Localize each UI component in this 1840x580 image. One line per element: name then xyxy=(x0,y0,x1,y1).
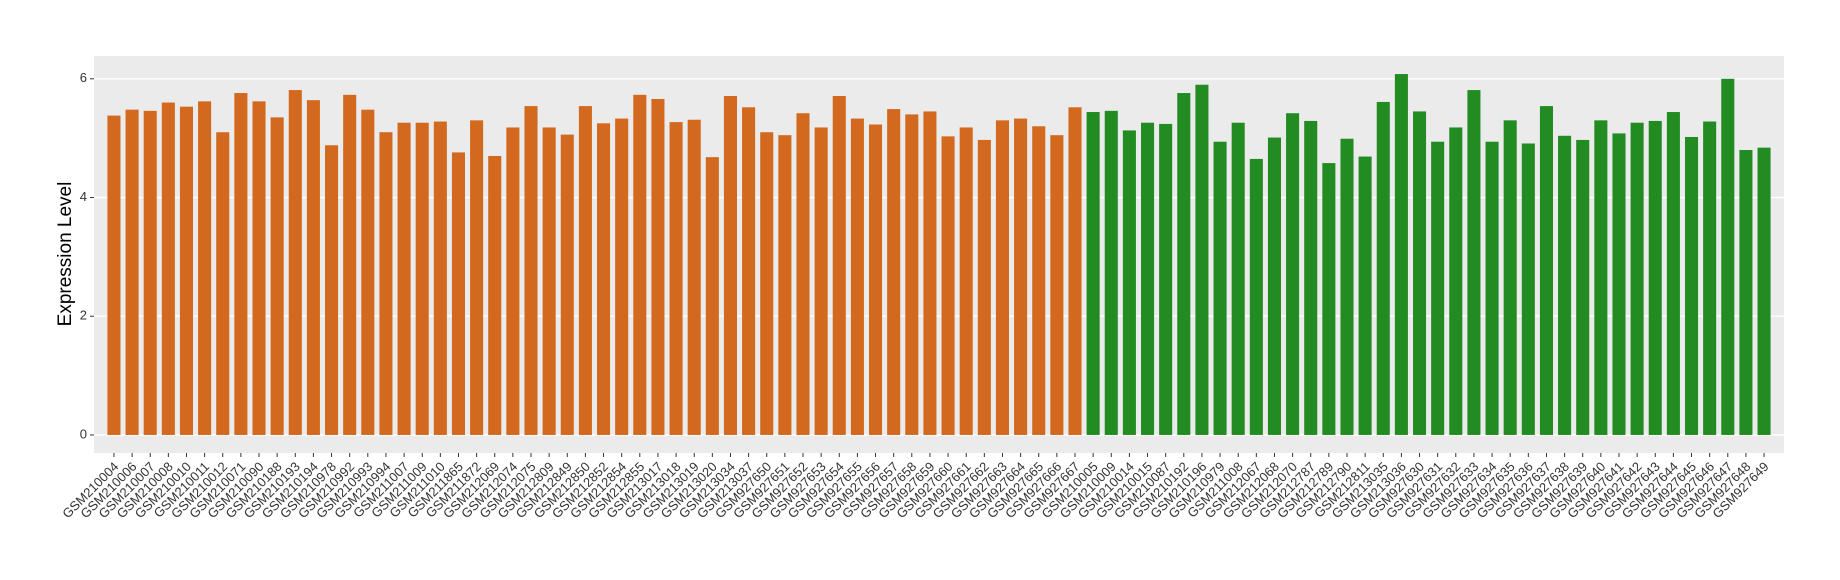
bar xyxy=(869,124,883,435)
bar xyxy=(578,106,592,435)
bar xyxy=(597,123,611,435)
bar xyxy=(1340,138,1354,435)
bar xyxy=(161,102,175,435)
bar xyxy=(542,127,556,435)
bar xyxy=(1014,118,1028,435)
bar xyxy=(415,122,429,435)
bar xyxy=(959,127,973,435)
bar xyxy=(615,118,629,435)
bar xyxy=(669,122,683,435)
bar xyxy=(995,120,1009,435)
bar xyxy=(1358,156,1372,435)
bar xyxy=(941,136,955,435)
bar xyxy=(742,107,756,435)
bar xyxy=(343,94,357,435)
bar xyxy=(1177,93,1191,435)
bar xyxy=(143,110,157,435)
bar xyxy=(1267,137,1281,435)
bar xyxy=(379,132,393,435)
bar xyxy=(433,121,447,435)
bar xyxy=(451,152,466,435)
bar xyxy=(687,119,701,435)
y-tick-label: 6 xyxy=(80,70,87,85)
bar xyxy=(1068,107,1082,435)
bar xyxy=(887,109,901,435)
bar xyxy=(1159,123,1173,435)
bar xyxy=(633,94,647,435)
bar xyxy=(198,101,212,435)
bar xyxy=(850,118,864,435)
bar xyxy=(107,115,121,435)
bar xyxy=(1304,120,1318,435)
bar xyxy=(1539,106,1553,435)
bar xyxy=(1104,110,1118,435)
bar xyxy=(1612,133,1626,435)
bar xyxy=(1231,122,1245,435)
bar xyxy=(760,132,774,435)
bar xyxy=(705,157,719,435)
bar xyxy=(1086,112,1100,435)
y-tick-label: 2 xyxy=(80,308,87,323)
bar xyxy=(1195,84,1209,435)
bar xyxy=(1322,163,1336,435)
panel xyxy=(94,56,1784,453)
bar xyxy=(723,96,737,435)
bar xyxy=(1521,143,1535,435)
bar xyxy=(832,96,846,435)
bar xyxy=(288,90,302,435)
bar xyxy=(470,120,484,435)
y-tick-label: 4 xyxy=(80,189,87,204)
bar xyxy=(1757,147,1771,435)
bar xyxy=(506,127,520,435)
bar xyxy=(325,145,339,435)
bar xyxy=(778,135,792,435)
bar xyxy=(1141,122,1155,435)
y-tick-label: 0 xyxy=(80,426,87,441)
bar xyxy=(1576,139,1590,435)
bar xyxy=(1594,120,1608,435)
bar xyxy=(1648,120,1662,435)
y-axis-title: Expression Level xyxy=(55,182,76,327)
bar xyxy=(1412,111,1427,435)
bar xyxy=(560,134,574,435)
bar xyxy=(1503,120,1517,435)
bar xyxy=(252,101,266,435)
bar xyxy=(1032,126,1046,435)
bar xyxy=(1721,78,1735,435)
bar xyxy=(524,106,538,435)
bar xyxy=(1122,130,1136,435)
bar xyxy=(1485,141,1499,435)
bar xyxy=(361,109,375,435)
bar xyxy=(216,132,230,435)
bar xyxy=(1684,136,1699,435)
bar xyxy=(270,117,284,435)
bar xyxy=(1431,141,1445,435)
bar xyxy=(1286,113,1300,435)
bar xyxy=(1394,74,1408,435)
bar xyxy=(923,111,937,435)
bar xyxy=(1558,135,1572,435)
bar xyxy=(397,122,411,435)
bar xyxy=(306,100,320,435)
bar xyxy=(179,106,194,435)
bar xyxy=(1376,101,1390,435)
bar xyxy=(651,98,665,435)
bar xyxy=(814,127,828,435)
bar xyxy=(1249,158,1263,435)
bar xyxy=(1050,135,1064,435)
bar xyxy=(796,113,810,435)
bar xyxy=(905,114,919,435)
bar xyxy=(125,109,139,435)
bar xyxy=(1739,150,1753,435)
bar xyxy=(1213,141,1227,435)
bar xyxy=(977,139,991,435)
bar xyxy=(1467,90,1481,435)
bar xyxy=(1703,121,1717,435)
bar xyxy=(1630,122,1644,435)
bar xyxy=(488,155,502,435)
bar xyxy=(234,93,248,435)
bar xyxy=(1666,112,1680,435)
bar xyxy=(1449,127,1463,435)
